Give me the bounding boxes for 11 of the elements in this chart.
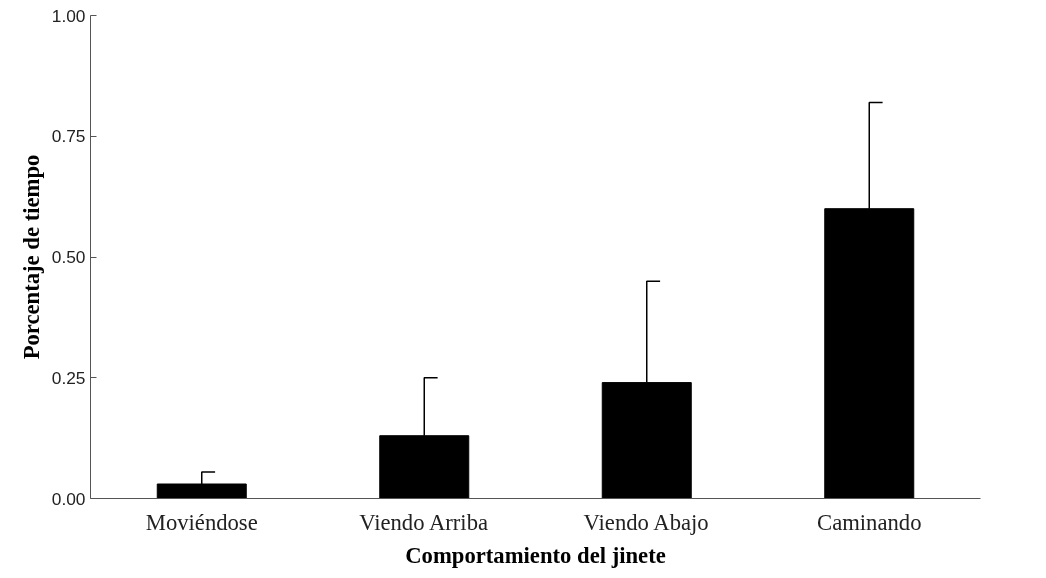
x-tick-label: Viendo Abajo	[583, 509, 709, 535]
y-tick-label: 0.75	[51, 126, 86, 147]
x-tick-label: Moviéndose	[145, 509, 258, 535]
y-tick-label: 0.25	[51, 367, 86, 388]
x-axis-title: Comportamiento del jinete	[405, 542, 666, 568]
x-tick-label: Caminando	[817, 509, 922, 535]
y-tick-label: 1.00	[51, 5, 86, 26]
y-tick-label: 0.50	[51, 247, 86, 267]
x-tick-label: Viendo Arriba	[359, 509, 489, 535]
y-axis-title: Porcentaje de tiempo	[18, 154, 44, 360]
y-tick-label: 0.00	[51, 488, 86, 509]
